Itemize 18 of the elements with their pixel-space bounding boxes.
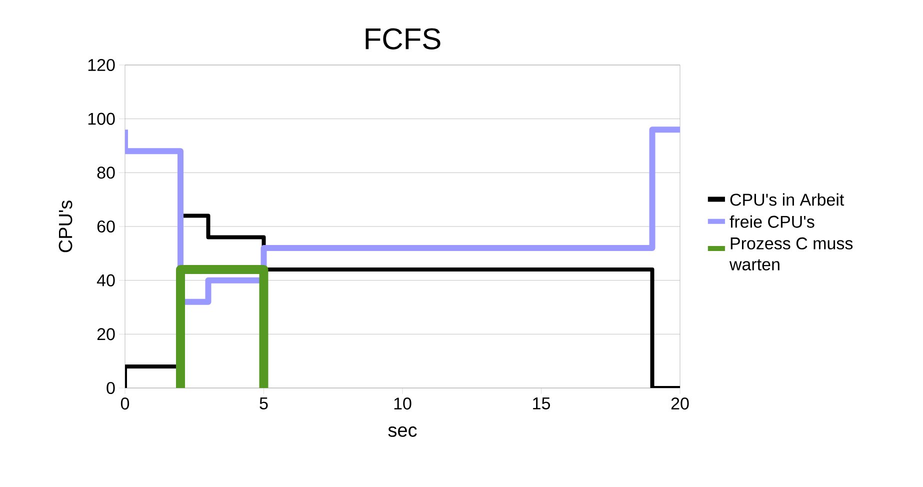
legend-label: CPU's in Arbeit bbox=[730, 193, 844, 206]
y-tick-label: 80 bbox=[97, 166, 115, 179]
y-tick-label: 100 bbox=[88, 112, 115, 125]
x-tick-label: 15 bbox=[533, 398, 550, 410]
legend-label: freie CPU's bbox=[730, 215, 814, 228]
x-tick-label: 0 bbox=[120, 398, 130, 410]
x-axis-title: sec bbox=[388, 426, 417, 437]
x-tick-label: 10 bbox=[394, 398, 412, 410]
y-tick-label: 20 bbox=[97, 328, 115, 340]
y-axis-title: CPU's bbox=[58, 200, 72, 252]
x-tick-label: 20 bbox=[671, 398, 689, 410]
x-tick-label: 5 bbox=[260, 398, 268, 410]
y-tick-label: 120 bbox=[88, 58, 115, 72]
legend-label: Prozess C muss warten bbox=[729, 237, 853, 270]
chart-title: FCFS bbox=[366, 28, 440, 50]
y-tick-label: 60 bbox=[97, 220, 115, 233]
y-tick-label: 0 bbox=[106, 382, 115, 394]
y-tick-label: 40 bbox=[96, 274, 115, 286]
